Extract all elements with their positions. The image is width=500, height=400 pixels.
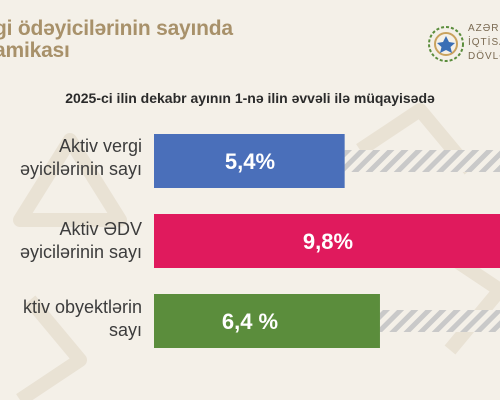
- title-line-1: gi ödəyicilərinin sayında: [0, 17, 233, 40]
- bar-value-label: 5,4%: [225, 149, 275, 174]
- category-label-line: Aktiv vergi: [58, 136, 142, 156]
- logo-line-2: İQTİSAD: [468, 37, 500, 48]
- category-label-line: Aktiv ƏDV: [59, 219, 142, 239]
- ministry-name: AZƏRBA İQTİSAD DÖVLƏT: [468, 22, 500, 64]
- category-label-line: ktiv obyektlərin: [22, 297, 142, 317]
- chart-subtitle: 2025-ci ilin dekabr ayının 1-nə ilin əvv…: [65, 90, 435, 106]
- bar-value-label: 9,8%: [303, 229, 353, 254]
- logo-line-3: DÖVLƏT: [468, 51, 500, 62]
- bar-remainder: [344, 150, 500, 172]
- category-label-line: əyicilərinin sayı: [19, 159, 142, 179]
- category-label-active-vat-payers: Aktiv ƏDV əyicilərinin sayı: [20, 218, 142, 264]
- bar-remainder: [379, 310, 500, 332]
- bar: [154, 214, 500, 268]
- page-title: gi ödəyicilərinin sayında amikası: [0, 18, 233, 62]
- category-label-line: əyicilərinin sayı: [19, 242, 142, 262]
- category-label-active-objects: ktiv obyektlərin sayı: [23, 296, 142, 342]
- bar: [154, 134, 345, 188]
- bar: [154, 294, 380, 348]
- logo-line-1: AZƏRBA: [468, 23, 500, 34]
- category-label-active-taxpayers: Aktiv vergi əyicilərinin sayı: [20, 135, 142, 181]
- title-line-2: amikası: [0, 39, 70, 62]
- bar-value-label: 6,4 %: [222, 309, 278, 334]
- category-label-line: sayı: [108, 320, 142, 340]
- ministry-emblem-icon: [428, 26, 464, 62]
